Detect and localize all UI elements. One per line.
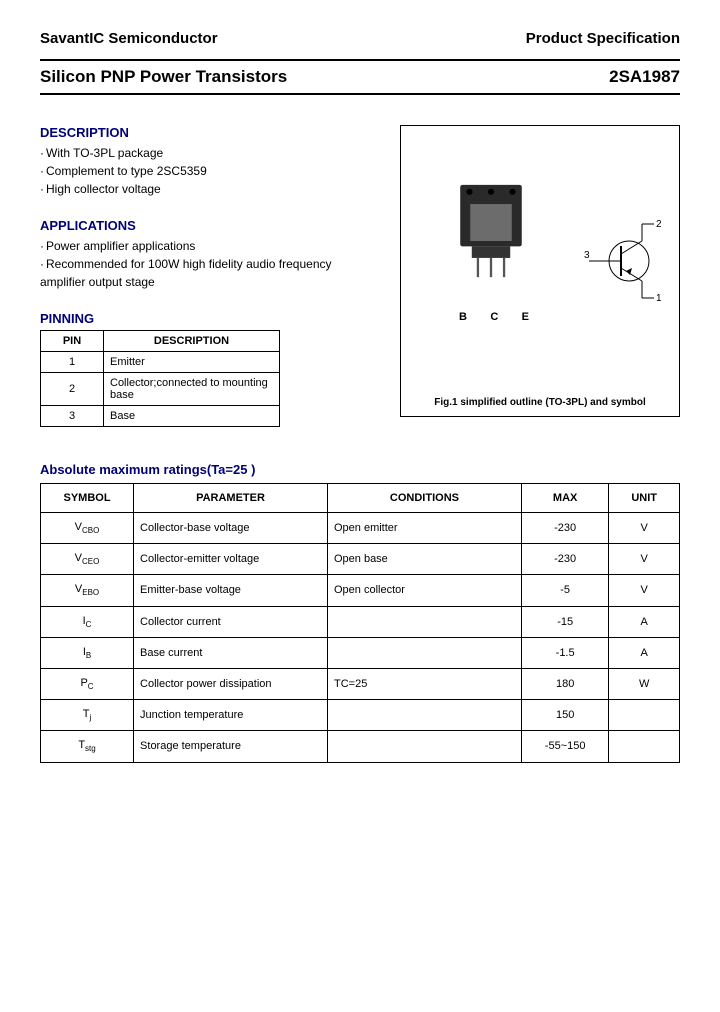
ratings-conditions <box>327 700 521 731</box>
pin-number: 1 <box>41 352 104 373</box>
ratings-symbol: PC <box>41 668 134 699</box>
ratings-unit: W <box>609 668 680 699</box>
ratings-unit: A <box>609 637 680 668</box>
ratings-header-symbol: SYMBOL <box>41 484 134 513</box>
description-item: High collector voltage <box>40 180 380 198</box>
ratings-unit: V <box>609 544 680 575</box>
ratings-symbol: Tstg <box>41 731 134 762</box>
ratings-conditions: TC=25 <box>327 668 521 699</box>
ratings-conditions: Open emitter <box>327 513 521 544</box>
applications-heading: APPLICATIONS <box>40 218 380 233</box>
ratings-parameter: Collector-emitter voltage <box>134 544 328 575</box>
table-row: IBBase current -1.5A <box>41 637 680 668</box>
ratings-max: -15 <box>521 606 608 637</box>
ratings-parameter: Collector power dissipation <box>134 668 328 699</box>
pin-label-b: B <box>459 311 467 323</box>
ratings-symbol: Tj <box>41 700 134 731</box>
table-row: ICCollector current -15A <box>41 606 680 637</box>
pin-label-c: C <box>490 311 498 323</box>
table-row: VCBOCollector-base voltageOpen emitter-2… <box>41 513 680 544</box>
ratings-parameter: Storage temperature <box>134 731 328 762</box>
table-row: VCEOCollector-emitter voltageOpen base-2… <box>41 544 680 575</box>
ratings-unit <box>609 731 680 762</box>
ratings-conditions: Open collector <box>327 575 521 606</box>
ratings-header-conditions: CONDITIONS <box>327 484 521 513</box>
company-name: SavantIC Semiconductor <box>40 30 218 47</box>
spec-label: Product Specification <box>526 30 680 47</box>
ratings-parameter: Base current <box>134 637 328 668</box>
table-row: VEBOEmitter-base voltageOpen collector-5… <box>41 575 680 606</box>
title-bar: Silicon PNP Power Transistors 2SA1987 <box>40 59 680 95</box>
ratings-symbol: VCEO <box>41 544 134 575</box>
symbol-pin-1: 1 <box>656 293 662 304</box>
table-row: TjJunction temperature 150 <box>41 700 680 731</box>
ratings-table: SYMBOL PARAMETER CONDITIONS MAX UNIT VCB… <box>40 483 680 763</box>
pinning-heading: PINNING <box>40 311 380 326</box>
ratings-conditions <box>327 606 521 637</box>
ratings-symbol: IB <box>41 637 134 668</box>
applications-item: Power amplifier applications <box>40 237 380 255</box>
pinning-header-pin: PIN <box>41 331 104 352</box>
ratings-heading: Absolute maximum ratings(Ta=25 ) <box>40 462 680 477</box>
table-row: 3 Base <box>41 406 280 427</box>
ratings-parameter: Junction temperature <box>134 700 328 731</box>
ratings-max: -5 <box>521 575 608 606</box>
ratings-symbol: VCBO <box>41 513 134 544</box>
package-pin-labels: B C E <box>459 311 529 323</box>
table-row: TstgStorage temperature -55~150 <box>41 731 680 762</box>
figure-box: B C E 2 3 1 <box>400 125 680 417</box>
symbol-pin-2: 2 <box>656 219 662 230</box>
ratings-header-max: MAX <box>521 484 608 513</box>
ratings-unit: V <box>609 513 680 544</box>
symbol-pin-3: 3 <box>584 250 590 261</box>
ratings-symbol: VEBO <box>41 575 134 606</box>
ratings-max: -230 <box>521 513 608 544</box>
product-title: Silicon PNP Power Transistors <box>40 67 287 87</box>
pin-desc: Base <box>104 406 280 427</box>
package-outline-icon <box>446 181 536 281</box>
pinning-table: PIN DESCRIPTION 1 Emitter 2 Collector;co… <box>40 330 280 427</box>
ratings-conditions: Open base <box>327 544 521 575</box>
ratings-max: 180 <box>521 668 608 699</box>
figure-caption: Fig.1 simplified outline (TO-3PL) and sy… <box>401 397 679 408</box>
ratings-conditions <box>327 637 521 668</box>
ratings-unit: V <box>609 575 680 606</box>
applications-list: Power amplifier applications Recommended… <box>40 237 380 291</box>
pinning-header-desc: DESCRIPTION <box>104 331 280 352</box>
pin-label-e: E <box>522 311 529 323</box>
ratings-parameter: Emitter-base voltage <box>134 575 328 606</box>
transistor-symbol-icon: 2 3 1 <box>584 216 664 306</box>
applications-item: Recommended for 100W high fidelity audio… <box>40 255 380 291</box>
ratings-symbol: IC <box>41 606 134 637</box>
ratings-header-parameter: PARAMETER <box>134 484 328 513</box>
table-row: 2 Collector;connected to mounting base <box>41 373 280 406</box>
ratings-parameter: Collector current <box>134 606 328 637</box>
ratings-unit: A <box>609 606 680 637</box>
ratings-max: -1.5 <box>521 637 608 668</box>
ratings-max: 150 <box>521 700 608 731</box>
ratings-conditions <box>327 731 521 762</box>
description-list: With TO-3PL package Complement to type 2… <box>40 144 380 198</box>
description-heading: DESCRIPTION <box>40 125 380 140</box>
description-item: Complement to type 2SC5359 <box>40 162 380 180</box>
part-number: 2SA1987 <box>609 67 680 87</box>
ratings-parameter: Collector-base voltage <box>134 513 328 544</box>
ratings-header-unit: UNIT <box>609 484 680 513</box>
ratings-max: -55~150 <box>521 731 608 762</box>
table-row: PCCollector power dissipationTC=25180W <box>41 668 680 699</box>
ratings-max: -230 <box>521 544 608 575</box>
pin-number: 3 <box>41 406 104 427</box>
header: SavantIC Semiconductor Product Specifica… <box>40 30 680 47</box>
pin-number: 2 <box>41 373 104 406</box>
ratings-unit <box>609 700 680 731</box>
pin-desc: Collector;connected to mounting base <box>104 373 280 406</box>
table-row: 1 Emitter <box>41 352 280 373</box>
pin-desc: Emitter <box>104 352 280 373</box>
description-item: With TO-3PL package <box>40 144 380 162</box>
